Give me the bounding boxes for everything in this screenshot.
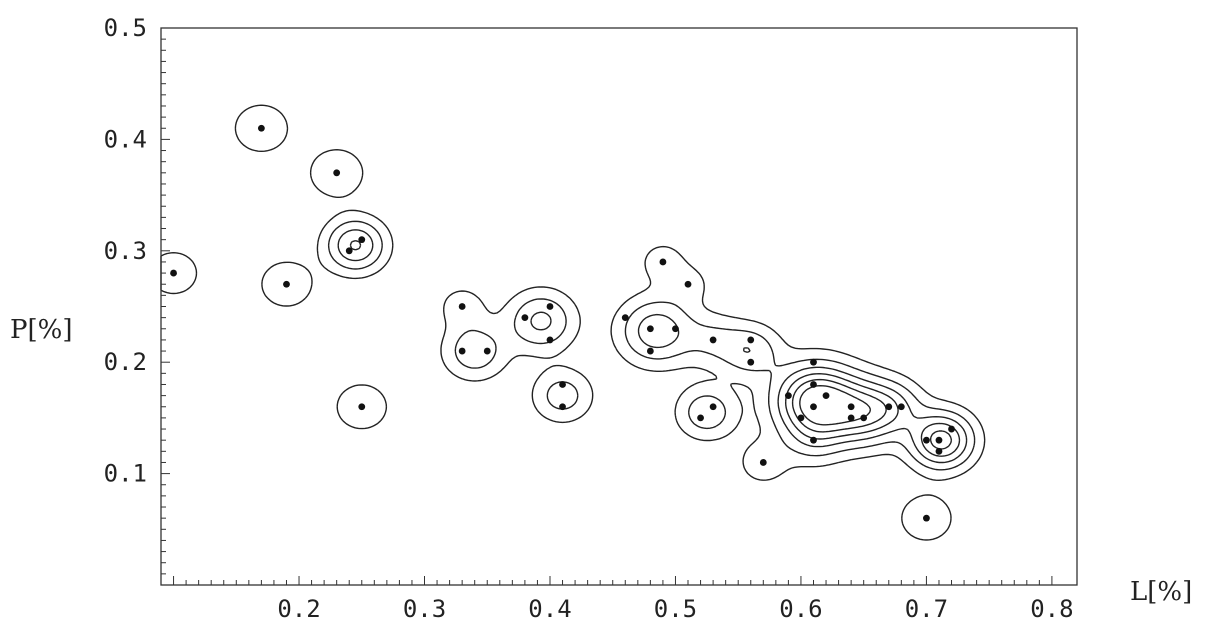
x-tick-labels: 0.2 0.3 0.4 0.5 0.6 0.7 0.8 — [277, 595, 1073, 623]
x-tick-label: 0.4 — [528, 595, 571, 623]
data-point — [810, 436, 817, 444]
data-point — [860, 414, 868, 422]
data-point — [283, 280, 290, 288]
data-point — [559, 381, 566, 388]
data-point — [358, 236, 366, 244]
plot-frame — [160, 27, 1078, 586]
data-point — [170, 269, 177, 277]
y-tick-label: 0.1 — [104, 460, 147, 488]
data-point — [822, 392, 830, 400]
data-point — [923, 514, 930, 522]
contour-line — [160, 104, 986, 541]
y-tick-label: 0.5 — [104, 14, 147, 42]
data-point — [747, 336, 755, 344]
data-point — [797, 414, 805, 422]
data-point — [935, 447, 943, 455]
data-point — [257, 124, 265, 132]
data-point — [810, 381, 817, 388]
y-tick-label: 0.2 — [104, 348, 147, 376]
data-point — [709, 336, 717, 344]
y-axis-label: P[%] — [10, 315, 73, 345]
data-points — [170, 124, 955, 522]
data-point — [810, 403, 817, 411]
contour-line — [337, 229, 968, 464]
data-point — [458, 347, 466, 355]
data-point — [521, 314, 529, 322]
data-point — [646, 347, 654, 355]
data-point — [621, 314, 629, 322]
data-point — [935, 436, 943, 444]
x-tick-label: 0.7 — [905, 595, 948, 623]
data-point — [747, 358, 755, 366]
data-point — [923, 436, 930, 444]
x-tick-label: 0.8 — [1030, 595, 1073, 623]
data-point — [345, 247, 353, 255]
data-point — [885, 403, 893, 411]
x-tick-label: 0.5 — [654, 595, 697, 623]
data-point — [546, 336, 554, 344]
y-tick-labels: 0.1 0.2 0.3 0.4 0.5 — [104, 14, 147, 488]
y-tick-label: 0.3 — [104, 237, 147, 265]
data-point — [847, 403, 855, 411]
contour-lines — [160, 104, 986, 541]
data-point — [559, 403, 566, 411]
x-axis-label: L[%] — [1130, 577, 1192, 607]
y-tick-label: 0.4 — [104, 125, 147, 153]
data-point — [784, 392, 792, 400]
data-point — [897, 403, 905, 411]
contour-line — [349, 240, 961, 457]
data-point — [672, 325, 679, 333]
x-tick-label: 0.3 — [403, 595, 446, 623]
data-point — [646, 325, 654, 333]
data-point — [659, 258, 667, 266]
contour-line — [327, 172, 976, 471]
data-point — [709, 403, 717, 411]
data-point — [483, 347, 491, 355]
x-tick-label: 0.6 — [779, 595, 822, 623]
axis-ticks — [161, 27, 1053, 586]
data-point — [847, 414, 855, 422]
data-point — [810, 358, 817, 366]
data-point — [697, 414, 704, 422]
x-tick-label: 0.2 — [277, 595, 320, 623]
data-point — [358, 403, 366, 411]
data-point — [759, 459, 767, 466]
data-point — [546, 303, 554, 310]
data-point — [333, 169, 341, 177]
data-point — [684, 280, 692, 288]
data-point — [948, 425, 955, 433]
data-point — [458, 303, 466, 310]
